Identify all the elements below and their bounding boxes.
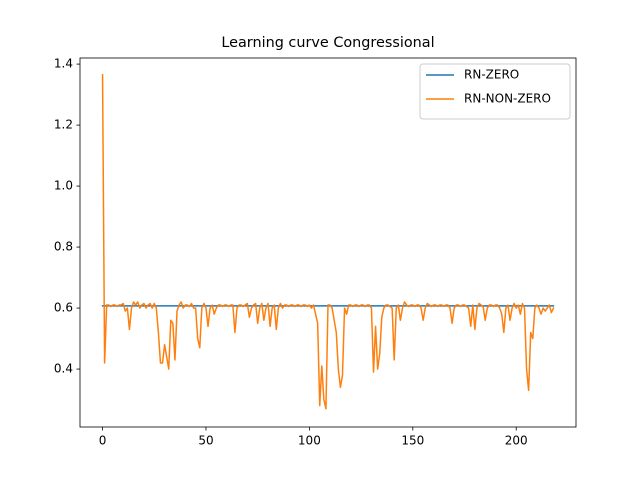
x-tick-label: 0: [99, 434, 107, 448]
legend-label: RN-NON-ZERO: [464, 92, 551, 106]
legend-box: [419, 63, 571, 120]
y-tick-label: 0.8: [54, 240, 73, 254]
legend-label: RN-ZERO: [464, 68, 519, 82]
y-tick-label: 0.6: [54, 301, 73, 315]
axes-frame: [79, 57, 577, 428]
y-tick-label: 1.0: [54, 179, 73, 193]
x-tick-label: 200: [505, 434, 528, 448]
y-tick-label: 0.4: [54, 362, 73, 376]
line: [101, 74, 555, 410]
x-tick-label: 50: [198, 434, 213, 448]
x-tick-label: 100: [298, 434, 321, 448]
x-tick-label: 150: [401, 434, 424, 448]
chart-title: Learning curve Congressional: [221, 35, 434, 51]
y-tick-label: 1.2: [54, 118, 73, 132]
y-tick-label: 1.4: [54, 57, 73, 71]
